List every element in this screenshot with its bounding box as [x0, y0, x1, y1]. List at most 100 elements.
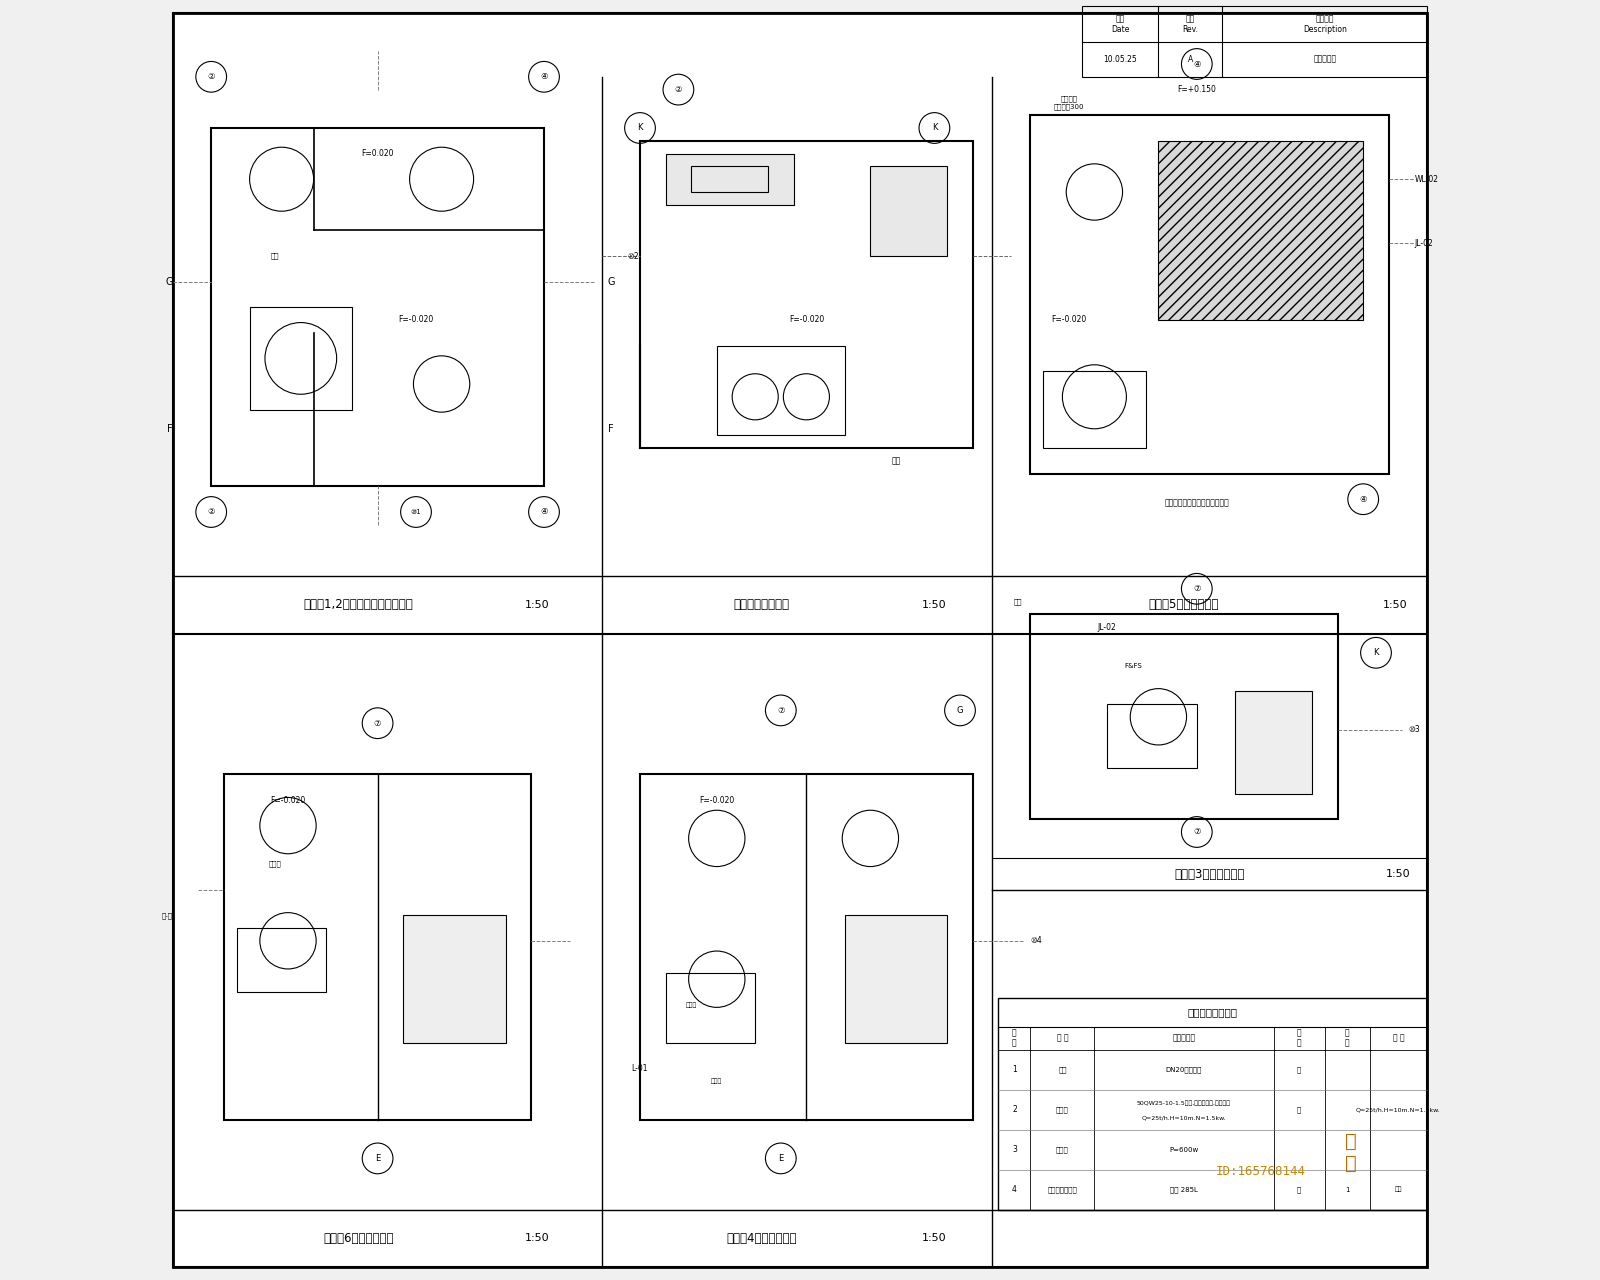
Text: 规格及型号: 规格及型号 [1173, 1033, 1195, 1043]
Text: 厨房: 厨房 [891, 456, 901, 466]
Bar [1030, 115, 1389, 474]
Bar [1082, 6, 1427, 77]
Bar [1030, 614, 1338, 819]
Text: 版次
Rev.: 版次 Rev. [1182, 14, 1198, 33]
Text: Q=25t/h.H=10m.N=1.5kw.: Q=25t/h.H=10m.N=1.5kw. [1142, 1115, 1226, 1120]
Text: 1:50: 1:50 [1386, 869, 1410, 879]
Text: 采用厨卫墙面（非抛釉面砖系）: 采用厨卫墙面（非抛釉面砖系） [1165, 498, 1229, 508]
Text: 坐-开: 坐-开 [162, 911, 173, 919]
Text: 4: 4 [1011, 1185, 1018, 1194]
Text: F=+0.150: F=+0.150 [1178, 84, 1216, 95]
Text: 潜水泵: 潜水泵 [1056, 1106, 1069, 1112]
Text: 卫生间5给排水平面图: 卫生间5给排水平面图 [1149, 598, 1219, 612]
Text: 台: 台 [1298, 1106, 1301, 1112]
Text: F: F [608, 424, 614, 434]
Bar [691, 166, 768, 192]
Text: 名 称: 名 称 [1056, 1033, 1069, 1043]
Text: 版次说明
Description: 版次说明 Description [1302, 14, 1347, 33]
Text: 厨房给排水平面图: 厨房给排水平面图 [733, 598, 789, 612]
Bar [666, 154, 794, 205]
Bar [250, 307, 352, 410]
Bar [211, 128, 544, 486]
Text: ⑦: ⑦ [1194, 584, 1200, 594]
Text: 标高说明
倒坡高差300: 标高说明 倒坡高差300 [1053, 95, 1085, 110]
Text: 卫生间4给排水平面图: 卫生间4给排水平面图 [726, 1231, 797, 1245]
Text: F=-0.020: F=-0.020 [789, 315, 824, 325]
Text: 1:50: 1:50 [922, 1234, 947, 1243]
Text: 主要设备及材料表: 主要设备及材料表 [1187, 1007, 1238, 1018]
Text: 10.05.25: 10.05.25 [1102, 55, 1138, 64]
Text: ②: ② [675, 84, 682, 95]
Text: ②: ② [208, 507, 214, 517]
Text: 中央燃气热水器: 中央燃气热水器 [1048, 1187, 1077, 1193]
Text: F=-0.020: F=-0.020 [270, 795, 306, 805]
Text: 卫生间1,2及洗衣房给排水平面图: 卫生间1,2及洗衣房给排水平面图 [304, 598, 413, 612]
Text: ②: ② [208, 72, 214, 82]
Text: F=-0.020: F=-0.020 [1051, 315, 1086, 325]
Text: Q=25t/h.H=10m.N=1.5kw.: Q=25t/h.H=10m.N=1.5kw. [1357, 1107, 1440, 1112]
Bar [666, 973, 755, 1043]
Text: A: A [1187, 55, 1194, 64]
Text: 序
号: 序 号 [1013, 1028, 1016, 1048]
Text: F=0.020: F=0.020 [362, 148, 394, 159]
Text: ④: ④ [1360, 494, 1366, 504]
Text: F=-0.020: F=-0.020 [699, 795, 734, 805]
Text: 容积 285L: 容积 285L [1170, 1187, 1198, 1193]
Bar [998, 998, 1427, 1210]
Bar [1107, 704, 1197, 768]
Text: K: K [931, 123, 938, 133]
Text: 1: 1 [1346, 1187, 1349, 1193]
Text: 台: 台 [1298, 1187, 1301, 1193]
Text: 筑
图: 筑 图 [1344, 1132, 1357, 1172]
Bar [1235, 691, 1312, 794]
Text: 施工图出图: 施工图出图 [1314, 55, 1336, 64]
Text: 备 注: 备 注 [1392, 1033, 1405, 1043]
Bar [640, 141, 973, 448]
Text: 1:50: 1:50 [922, 600, 947, 609]
Text: ④: ④ [541, 507, 547, 517]
Text: ④: ④ [1194, 59, 1200, 69]
Text: ID:165768144: ID:165768144 [1216, 1165, 1306, 1178]
Text: K: K [637, 123, 643, 133]
Text: ⑦: ⑦ [778, 705, 784, 716]
Bar [1158, 141, 1363, 320]
Bar [870, 166, 947, 256]
Text: ⑩3: ⑩3 [1408, 724, 1421, 735]
Bar [640, 774, 973, 1120]
Text: 数
量: 数 量 [1346, 1028, 1349, 1048]
Text: E: E [778, 1153, 784, 1164]
Bar [224, 774, 531, 1120]
Bar [403, 915, 506, 1043]
Text: ⑩1: ⑩1 [411, 509, 421, 515]
Text: 1:50: 1:50 [1382, 600, 1408, 609]
Text: 卫生间6给排水平面图: 卫生间6给排水平面图 [323, 1231, 394, 1245]
Text: 热水器: 热水器 [1056, 1147, 1069, 1153]
Text: DN20干式水表: DN20干式水表 [1166, 1066, 1202, 1073]
Text: 坐便器: 坐便器 [685, 1002, 698, 1007]
Text: 1:50: 1:50 [525, 600, 550, 609]
Text: ④: ④ [541, 72, 547, 82]
Text: WL-02: WL-02 [1414, 174, 1438, 184]
Bar [717, 346, 845, 435]
Text: 单
位: 单 位 [1298, 1028, 1301, 1048]
Text: JL-02: JL-02 [1414, 238, 1434, 248]
Text: 插电: 插电 [1395, 1187, 1402, 1193]
Text: F=-0.020: F=-0.020 [398, 315, 434, 325]
Text: 1: 1 [1013, 1065, 1016, 1074]
Bar [237, 928, 326, 992]
Text: F: F [166, 424, 173, 434]
Text: 水表: 水表 [1058, 1066, 1067, 1073]
Bar [1043, 371, 1146, 448]
Text: G: G [957, 705, 963, 716]
Text: ⑦: ⑦ [374, 718, 381, 728]
Text: 洗脸台: 洗脸台 [269, 860, 282, 868]
Text: 3: 3 [1011, 1146, 1018, 1155]
Text: F&FS: F&FS [1123, 663, 1142, 668]
Text: G: G [165, 276, 173, 287]
Text: 只: 只 [1298, 1066, 1301, 1073]
Text: K: K [1373, 648, 1379, 658]
Text: ⑩2: ⑩2 [627, 251, 638, 261]
Text: P=600w: P=600w [1170, 1147, 1198, 1152]
Text: 50QW25-10-1.5型型,无堵潜水泵,一用一备: 50QW25-10-1.5型型,无堵潜水泵,一用一备 [1138, 1101, 1230, 1106]
Text: 日期
Date: 日期 Date [1110, 14, 1130, 33]
